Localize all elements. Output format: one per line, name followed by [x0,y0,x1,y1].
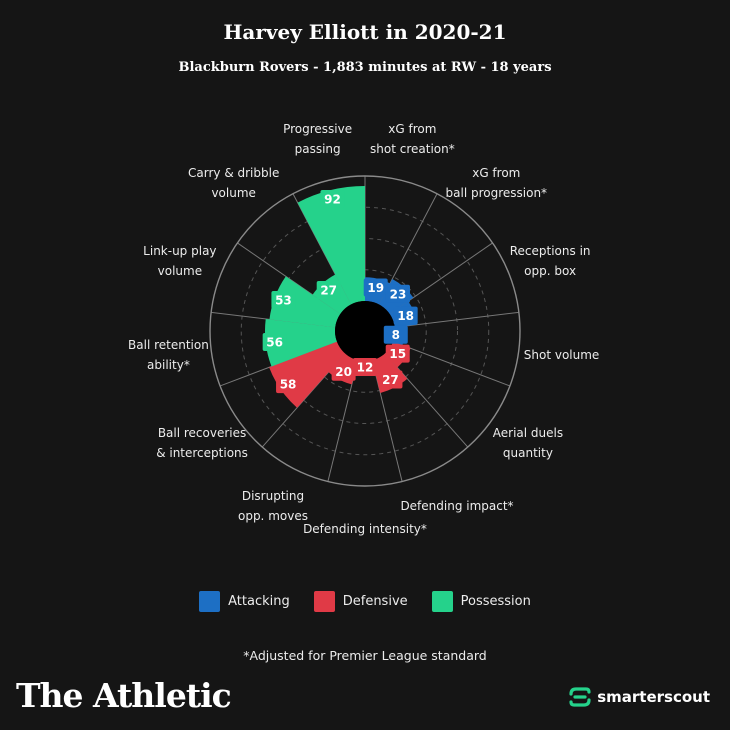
value-label: 27 [382,373,399,387]
legend-swatch-defensive [313,591,335,612]
chart-center-hole [335,301,395,361]
axis-label-line: opp. moves [237,509,308,524]
grid-spoke [392,341,511,387]
axis-label: Receptions in opp. box [475,241,625,281]
grid-spoke [394,311,519,328]
value-label-bg [271,291,296,310]
value-label-bg [316,281,341,300]
axis-label: Disrupting opp. moves [198,486,348,526]
axis-label-line: Receptions in [509,243,591,258]
the-athletic-logo: The Athletic [16,676,232,715]
axis-label-line: Aerial duels [492,426,564,441]
legend-item-defensive: Defensive [313,591,408,612]
value-label: 23 [390,287,407,301]
value-label-bg [363,278,388,297]
value-label: 12 [357,361,374,375]
value-label: 27 [320,284,337,298]
legend-label-possession: Possession [460,594,531,609]
axis-label-line: Disrupting [241,489,305,504]
value-label: 58 [280,378,297,392]
axis-label-line: Shot volume [523,347,600,362]
axis-label-line: Defending impact* [400,499,514,514]
axis-label: Carry & dribble volume [159,163,309,203]
axis-label: Progressive passing [243,119,393,159]
value-label-bg [393,306,418,325]
grid-outer-ring [209,175,521,487]
axis-label: Shot volume [487,345,637,365]
axis-label-line: ball progression* [445,185,548,200]
value-label: 92 [324,192,341,206]
chart-title: Harvey Elliott in 2020-21 [223,20,507,44]
axis-label: Link-up play volume [105,241,255,281]
axis-label: Aerial duels quantity [453,423,603,463]
chart-subtitle: Blackburn Rovers - 1,883 minutes at RW -… [178,60,552,75]
axis-label-line: Ball retention [128,337,209,352]
legend-label-defensive: Defensive [342,594,408,609]
axis-label-line: ability* [147,357,190,372]
value-label-bg [353,358,377,376]
axis-label-line: shot creation* [370,141,455,156]
axis-label-line: Progressive [283,121,353,136]
grid-ring-75 [240,206,490,456]
axis-label-line: Defending intensity* [303,522,427,536]
value-label-bg [385,344,410,363]
value-label-bg [378,370,403,389]
value-label-bg [385,284,410,303]
value-label: 18 [397,309,414,323]
value-label: 56 [266,335,283,349]
axis-label-line: volume [157,263,203,278]
axis-label-line: xG from [472,165,521,180]
value-label-bg [383,325,408,344]
axis-label-line: opp. box [524,263,577,278]
axis-label-line: volume [211,185,256,200]
axis-label-line: Ball recoveries [157,426,247,441]
axis-label: xG from shot creation* [337,119,487,159]
axis-label: xG from ball progression* [421,163,571,203]
footnote: *Adjusted for Premier League standard [243,648,487,663]
legend-swatch-possession [431,591,453,612]
value-label: 20 [335,365,352,379]
axis-label-line: Link-up play [143,243,217,258]
value-label-bg [262,332,287,351]
axis-label-line: & interceptions [156,446,248,461]
value-label: 53 [275,294,292,308]
value-label-bg [276,375,301,394]
value-label: 8 [392,328,400,342]
axis-label-line: xG from [388,121,437,136]
value-label-bg [320,189,345,208]
axis-label: Ball retention ability* [93,335,243,375]
axis-label-line: Carry & dribble [188,165,280,180]
legend-item-possession: Possession [431,591,531,612]
smarterscout-icon [569,687,591,707]
legend-swatch-attacking [199,591,221,612]
axis-label: Ball recoveries & interceptions [127,423,277,463]
value-label: 19 [367,281,384,295]
axis-label: Defending impact* [382,496,532,516]
bar-possession [265,318,337,367]
value-label-bg [331,362,356,381]
axis-label-line: passing [294,141,341,156]
axis-label-line: quantity [502,446,553,461]
grid-spoke [384,353,469,448]
bar-possession [269,276,341,328]
legend: Attacking Defensive Possession [0,591,730,612]
legend-item-attacking: Attacking [199,591,290,612]
bar-possession [297,186,365,305]
smarterscout-wordmark: smarterscout [597,688,710,706]
axis-label: Defending intensity* [290,519,440,539]
value-label: 15 [389,347,406,361]
legend-label-attacking: Attacking [228,594,290,609]
smarterscout-logo: smarterscout [568,686,710,708]
